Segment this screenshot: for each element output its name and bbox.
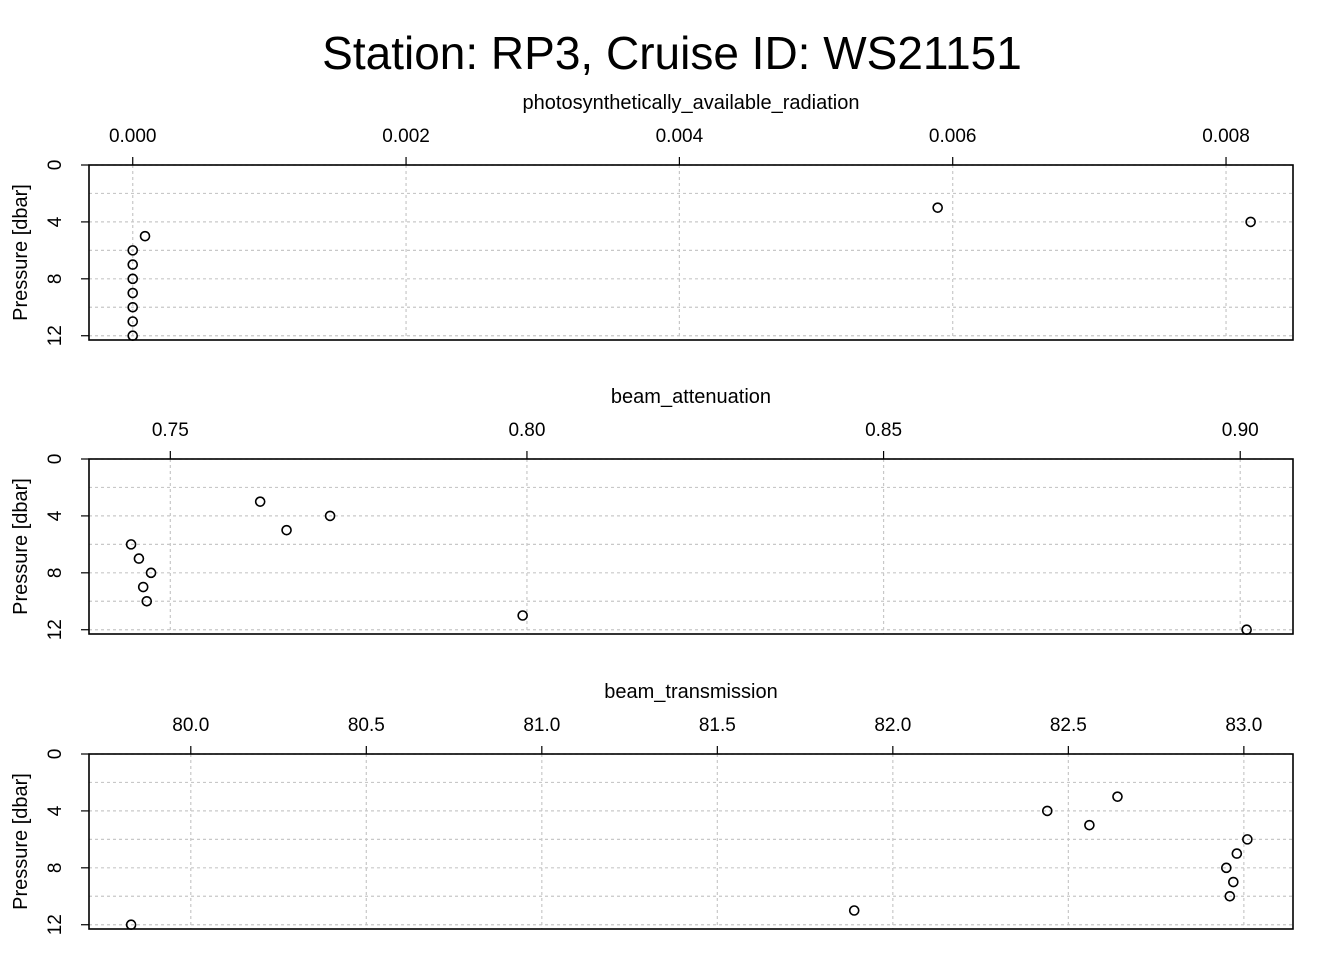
data-point [127,316,139,327]
data-point [932,202,943,213]
panel-title: beam_attenuation [611,386,771,408]
data-point [141,595,153,607]
data-point [137,581,149,593]
profile-panel: beam_attenuation 0.75 0.80 0.85 0.90 0 4 8 12 Pre… [10,386,1294,640]
x-tick-label: 81.5 [699,715,736,736]
profile-panel: photosynthetically_available_radiation 0.… [10,92,1294,346]
data-point [1231,848,1243,859]
data-point [254,496,266,507]
data-point [1242,834,1253,845]
y-tick-label: 0 [45,160,66,171]
data-point [848,905,860,916]
x-tick-label: 0.002 [382,126,430,147]
data-point [145,567,157,579]
plot-frame [88,458,1294,635]
y-axis-title: Pressure [dbar] [10,773,32,910]
y-tick-label: 4 [45,510,66,521]
data-point [127,273,139,285]
x-tick-label: 0.80 [508,420,545,441]
data-point [127,259,139,270]
data-point [127,287,139,299]
data-point [517,610,528,621]
y-tick-label: 8 [45,274,66,285]
x-tick-label: 0.008 [1202,126,1250,147]
figure-title: Station: RP3, Cruise ID: WS21151 [322,27,1022,79]
data-point [1245,216,1256,228]
panel-title: photosynthetically_available_radiation [523,92,860,114]
y-tick-label: 12 [45,914,66,935]
x-tick-label: 0.000 [109,126,157,147]
x-tick-label: 83.0 [1225,715,1262,736]
x-tick-label: 82.5 [1050,715,1087,736]
x-tick-label: 80.0 [172,715,209,736]
x-tick-label: 0.004 [656,126,704,147]
y-tick-label: 12 [45,325,66,346]
data-point [139,230,151,242]
x-tick-label: 0.75 [152,420,189,441]
x-tick-label: 82.0 [874,715,911,736]
x-tick-label: 81.0 [523,715,560,736]
profile-panel: beam_transmission 80.0 80.5 81.0 81.5 82.0 82.… [10,681,1294,935]
data-point [1228,876,1239,888]
data-point [125,539,137,550]
x-tick-label: 0.85 [865,420,902,441]
plot-frame [88,753,1294,930]
data-point [1221,862,1232,874]
data-point [1041,805,1053,817]
data-point [127,301,139,313]
data-point [133,553,145,564]
y-axis-title: Pressure [dbar] [10,184,32,321]
panel-title: beam_transmission [604,681,777,703]
y-tick-label: 8 [45,568,66,579]
data-point [1112,791,1123,802]
y-axis-title: Pressure [dbar] [10,478,32,615]
y-tick-label: 4 [45,805,66,816]
y-tick-label: 12 [45,619,66,640]
y-tick-label: 0 [45,454,66,465]
y-tick-label: 0 [45,749,66,760]
x-tick-label: 0.90 [1222,420,1259,441]
data-point [127,245,139,256]
data-point [324,510,336,522]
data-point [1224,890,1236,902]
x-tick-label: 80.5 [348,715,385,736]
x-tick-label: 0.006 [929,126,977,147]
data-point [1084,819,1095,831]
y-tick-label: 4 [45,216,66,227]
plot-frame [88,164,1294,341]
data-point [281,524,292,536]
y-tick-label: 8 [45,863,66,874]
